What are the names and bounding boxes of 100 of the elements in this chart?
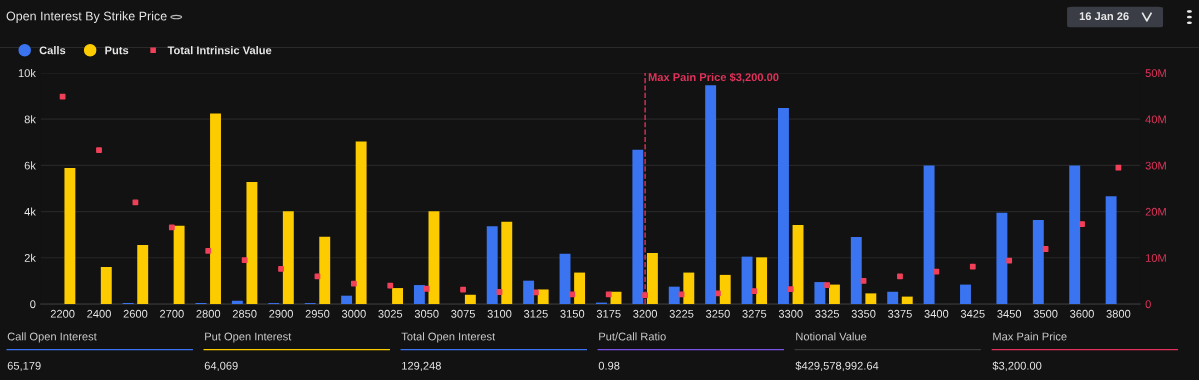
x-tick-label: 3500 <box>1033 309 1058 318</box>
legend-label: Calls <box>39 46 66 55</box>
point <box>715 290 721 297</box>
point <box>205 247 212 254</box>
bar <box>282 211 294 304</box>
point <box>423 285 430 292</box>
bar <box>960 284 971 304</box>
x-tick-label: 2900 <box>269 309 293 318</box>
text: Max Pain Price <box>993 332 1067 341</box>
point <box>1079 221 1085 227</box>
bar <box>501 221 513 304</box>
point <box>605 291 612 298</box>
bar <box>814 282 826 304</box>
bar <box>559 253 571 304</box>
x-tick-label: 3325 <box>815 309 840 318</box>
bar <box>246 182 258 304</box>
point <box>496 289 503 295</box>
y2-tick-label: 0 <box>1145 300 1151 309</box>
point <box>59 93 66 100</box>
y2-tick-label: 40M <box>1145 115 1166 124</box>
text: Notional Value <box>796 332 867 341</box>
bar <box>428 211 440 304</box>
y-tick-label: 8k <box>24 115 36 124</box>
x-tick-label: 3000 <box>341 309 366 318</box>
bar <box>923 165 935 304</box>
point <box>1042 246 1049 252</box>
bar <box>1069 165 1081 304</box>
point <box>969 263 976 270</box>
bar <box>668 286 680 304</box>
point <box>933 268 940 275</box>
point <box>678 291 685 298</box>
x-tick-label: 3100 <box>487 309 512 318</box>
point <box>241 257 248 263</box>
point <box>824 282 831 288</box>
bar <box>756 257 768 304</box>
legend-label: Total Intrinsic Value <box>167 46 272 55</box>
x-tick-label: 2400 <box>87 309 111 318</box>
x-tick-label: 2950 <box>305 309 330 318</box>
x-tick-label: 2600 <box>123 309 148 318</box>
x-tick-label: 3125 <box>523 309 548 318</box>
text: Put/Call Ratio <box>599 332 666 341</box>
bar <box>828 284 840 304</box>
x-tick-label: 3250 <box>706 309 730 318</box>
bar <box>341 295 353 304</box>
bar <box>64 167 76 304</box>
bar <box>464 294 476 304</box>
point <box>533 289 539 296</box>
x-tick-label: 3450 <box>997 309 1022 318</box>
point <box>569 291 576 298</box>
bar <box>741 256 753 304</box>
bar <box>792 224 804 304</box>
point <box>460 286 466 293</box>
point <box>387 282 394 289</box>
point <box>1006 257 1013 264</box>
text: 65,179 <box>7 361 41 371</box>
y-tick-label: 2k <box>24 253 36 262</box>
x-tick-label: 3350 <box>851 309 876 318</box>
bar <box>887 291 899 304</box>
x-tick-label: 2700 <box>160 309 184 318</box>
text: 129,248 <box>402 361 441 371</box>
bar <box>210 113 221 304</box>
bar <box>865 293 877 304</box>
x-tick-label: 3025 <box>378 309 403 318</box>
bar <box>850 237 862 304</box>
point <box>1115 164 1122 171</box>
x-tick-label: 3600 <box>1070 309 1094 318</box>
bar <box>574 272 586 304</box>
bar <box>646 252 658 304</box>
point <box>96 147 102 154</box>
y-tick-label: 10k <box>18 68 36 78</box>
bar <box>1032 219 1044 304</box>
bar <box>719 274 731 304</box>
text: 16 Jan 26 <box>1079 12 1129 21</box>
x-tick-label: 3225 <box>669 309 694 318</box>
x-tick-label: 3050 <box>414 309 439 318</box>
text: 0.98 <box>598 361 620 370</box>
x-tick-label: 2800 <box>196 309 221 318</box>
bar <box>632 149 644 304</box>
text: Put Open Interest <box>205 332 292 343</box>
legend-label: Puts <box>105 46 129 55</box>
bar <box>683 272 695 304</box>
x-tick-label: 3400 <box>924 309 949 318</box>
x-tick-label: 3800 <box>1106 309 1131 318</box>
x-tick-label: 3150 <box>560 309 585 318</box>
point <box>751 288 758 294</box>
point <box>897 273 903 280</box>
x-tick-label: 3200 <box>633 309 658 318</box>
text: Call Open Interest <box>7 332 97 343</box>
bar <box>355 141 367 304</box>
y2-tick-label: 20M <box>1145 207 1166 216</box>
bar <box>413 285 425 304</box>
y-tick-label: 4k <box>24 207 36 216</box>
bar <box>319 236 331 304</box>
bar <box>231 300 243 304</box>
x-tick-label: 3375 <box>888 309 912 318</box>
bar <box>486 226 498 304</box>
point <box>642 292 649 299</box>
point <box>314 273 321 280</box>
x-tick-label: 3425 <box>960 309 985 318</box>
bar <box>1105 196 1117 304</box>
